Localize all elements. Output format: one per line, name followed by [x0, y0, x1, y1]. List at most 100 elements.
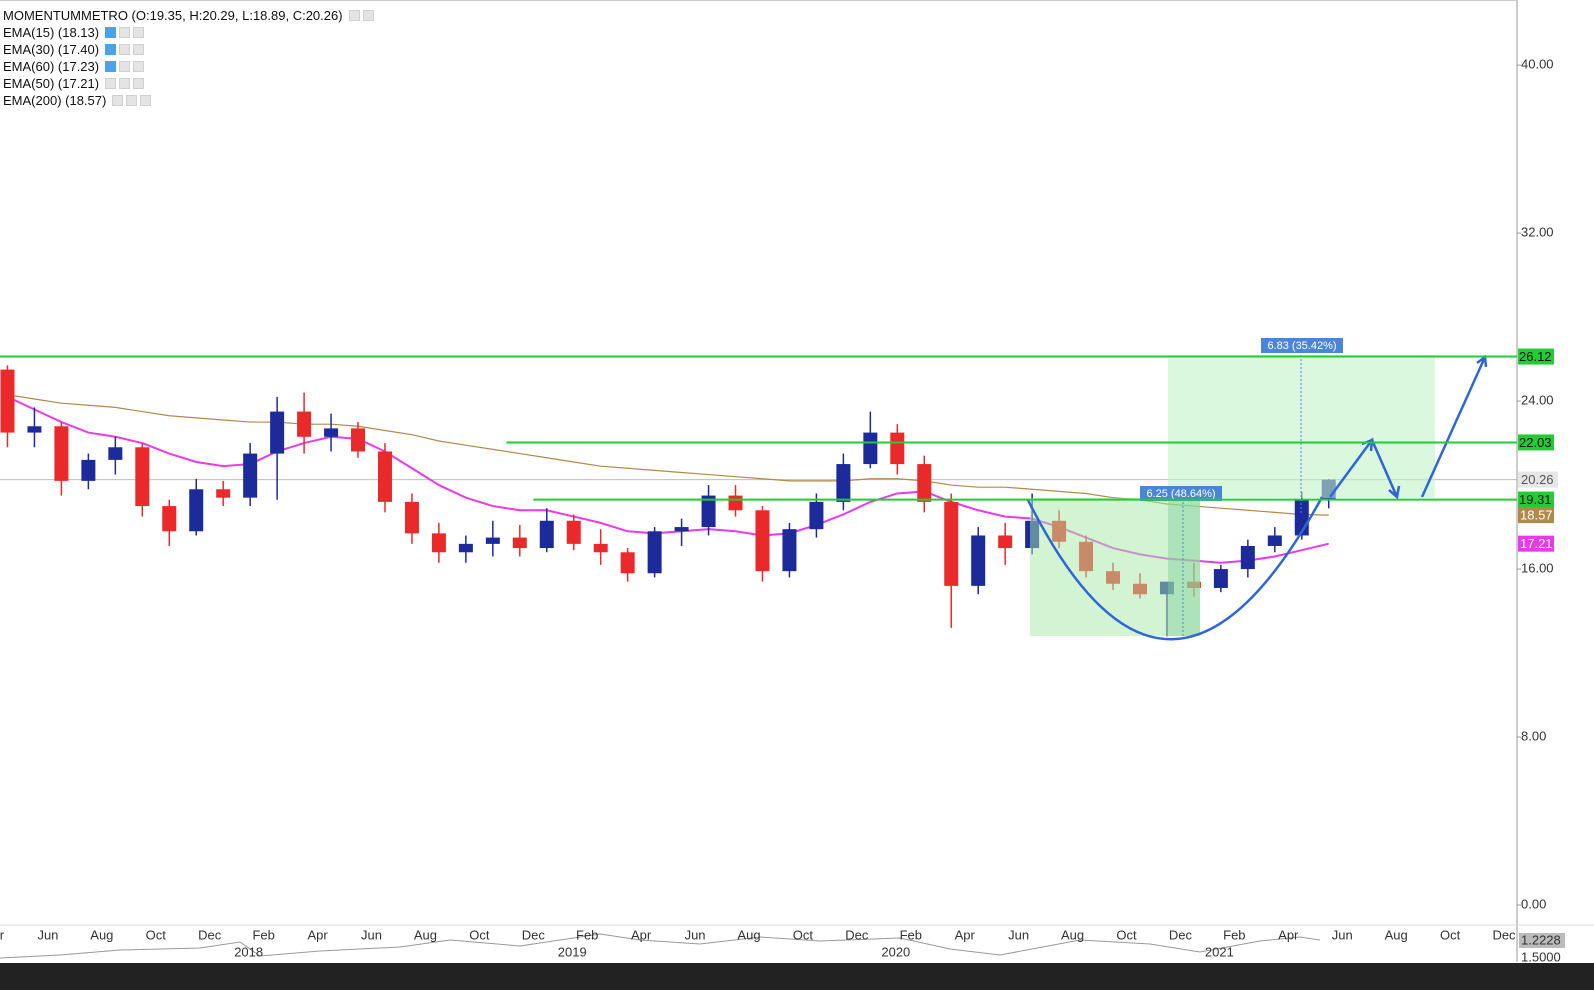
candle-body: [512, 537, 527, 549]
legend: MOMENTUMMETRO (O:19.35, H:20.29, L:18.89…: [3, 7, 374, 109]
x-tick-label: Dec: [1169, 927, 1193, 942]
candle-body: [701, 495, 716, 528]
legend-icon[interactable]: [105, 78, 117, 89]
drawings: 6.83 (35.42%) 6.25 (48.64%): [1026, 338, 1488, 641]
candle-body: [54, 426, 69, 481]
lower-label-box: [1519, 933, 1565, 948]
x-tick-label: Feb: [252, 927, 274, 942]
legend-icon[interactable]: [105, 44, 117, 55]
x-tick-label: Feb: [900, 927, 922, 942]
cup-zone-dark: [1168, 498, 1200, 636]
legend-icon[interactable]: [119, 44, 131, 55]
x-tick-label: Apr: [631, 927, 652, 942]
arrow-path: [1420, 356, 1487, 498]
x-tick-label: Aug: [737, 927, 760, 942]
year-tick-label: 2019: [558, 944, 587, 959]
legend-row: EMA(200) (18.57): [3, 92, 374, 109]
ema-label-box: [1518, 507, 1554, 524]
x-tick-label: Oct: [146, 927, 167, 942]
legend-icon[interactable]: [119, 78, 131, 89]
legend-icon[interactable]: [119, 27, 131, 38]
candle-body: [297, 411, 312, 437]
price-label-box: [1518, 471, 1558, 488]
level-label: 19.31: [1519, 492, 1552, 507]
level-label: 22.03: [1519, 435, 1552, 450]
ema-line: [7, 394, 1329, 516]
x-tick-label: Aug: [1061, 927, 1084, 942]
legend-icon[interactable]: [133, 61, 145, 72]
x-tick-label: Jun: [1008, 927, 1029, 942]
price-label: 20.26: [1521, 472, 1554, 487]
candle-body: [189, 489, 204, 532]
legend-icon[interactable]: [140, 95, 152, 106]
legend-icon[interactable]: [133, 27, 145, 38]
candle-body: [728, 495, 743, 511]
legend-icon[interactable]: [105, 27, 117, 38]
legend-icon[interactable]: [133, 78, 145, 89]
legend-title-row: MOMENTUMMETRO (O:19.35, H:20.29, L:18.89…: [3, 7, 374, 24]
x-tick-label: Oct: [793, 927, 814, 942]
candle-body: [890, 432, 905, 465]
y-tick-label: 0.00: [1521, 896, 1546, 911]
x-tick-label: Dec: [522, 927, 546, 942]
year-tick-label: 2021: [1205, 944, 1234, 959]
legend-row: EMA(15) (18.13): [3, 24, 374, 41]
legend-icon[interactable]: [105, 61, 117, 72]
candle-body: [485, 537, 500, 544]
x-tick-label: Dec: [1492, 927, 1516, 942]
x-tick-label: Dec: [198, 927, 222, 942]
legend-label: EMA(15) (18.13): [3, 25, 100, 40]
candle-body: [755, 510, 770, 572]
icon[interactable]: [348, 10, 360, 21]
legend-label: EMA(200) (18.57): [3, 93, 107, 108]
x-tick-label: Aug: [90, 927, 113, 942]
x-tick-label: Feb: [1223, 927, 1245, 942]
x-tick-label: Jun: [1332, 927, 1353, 942]
target-zone: [1168, 355, 1435, 498]
x-tick-label: Aug: [414, 927, 437, 942]
candle-body: [431, 533, 446, 553]
candle-body: [539, 520, 554, 549]
candle-body: [351, 428, 366, 452]
legend-icon[interactable]: [119, 61, 131, 72]
year-tick-label: 2020: [881, 944, 910, 959]
x-tick-label: Apr: [0, 927, 5, 942]
candle-body: [162, 506, 177, 532]
x-tick-label: Oct: [469, 927, 490, 942]
candle-body: [944, 501, 959, 586]
cup-curve: [1026, 496, 1324, 641]
measure-box: [1140, 486, 1222, 501]
legend-icon[interactable]: [126, 95, 138, 106]
candle-body: [809, 501, 824, 530]
ema-label: 18.57: [1520, 508, 1553, 523]
candle-body: [1240, 545, 1255, 570]
legend-label: EMA(60) (17.23): [3, 59, 100, 74]
candle-body: [108, 447, 123, 460]
candle-body: [270, 411, 285, 454]
x-tick-label: Jun: [361, 927, 382, 942]
x-tick-label: Dec: [845, 927, 869, 942]
legend-icon[interactable]: [133, 44, 145, 55]
lower-panel-label: 1.5000: [1521, 949, 1561, 964]
x-tick-label: Jun: [37, 927, 58, 942]
candle-body: [81, 459, 96, 481]
candle-body: [324, 428, 339, 437]
candle-body: [1267, 535, 1282, 546]
cup-zone: [1030, 498, 1200, 636]
candle-body: [0, 369, 15, 433]
candle-body: [620, 552, 635, 574]
legend-label: EMA(30) (17.40): [3, 42, 100, 57]
lower-panel-label: 1.2228: [1521, 932, 1561, 947]
candle-body: [566, 520, 581, 544]
level-label-box: [1518, 348, 1554, 365]
candle-body: [971, 535, 986, 586]
y-tick-label: 16.00: [1521, 561, 1554, 576]
candle-body: [782, 529, 797, 572]
legend-icon[interactable]: [112, 95, 124, 106]
candle-body: [404, 501, 419, 534]
legend-row: EMA(50) (17.21): [3, 75, 374, 92]
level-label-box: [1518, 491, 1554, 508]
icon[interactable]: [362, 10, 374, 21]
